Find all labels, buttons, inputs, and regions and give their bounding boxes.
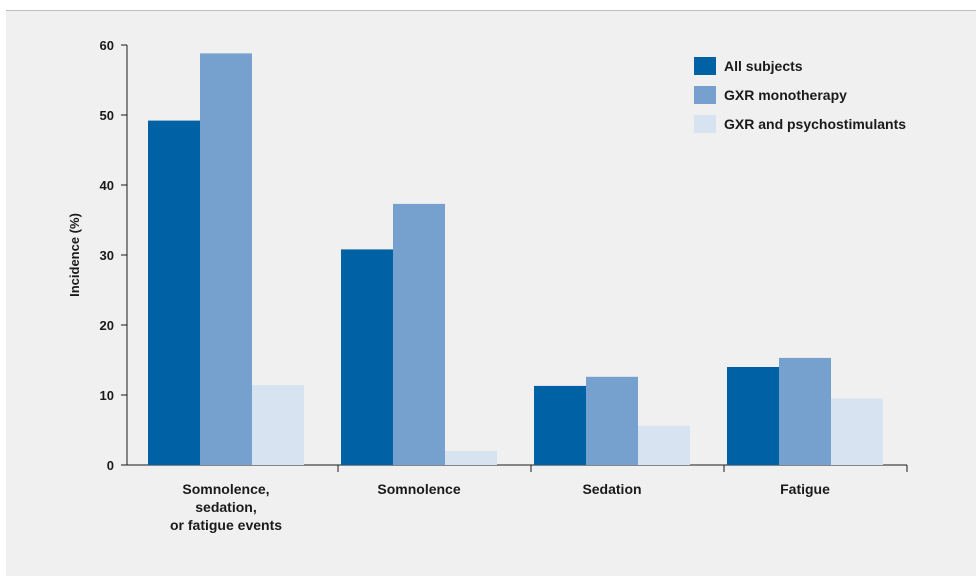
bar [534,385,586,465]
y-axis-title: Incidence (%) [67,213,82,297]
bar [445,451,497,465]
bar [341,249,393,465]
y-tick-label: 50 [100,108,114,123]
legend-label: All subjects [724,58,803,74]
y-tick-label: 0 [107,458,114,473]
legend-swatch [694,86,716,104]
y-tick-label: 20 [100,318,114,333]
category-label: Fatigue [780,481,830,497]
bar [200,53,252,466]
y-tick-label: 40 [100,178,114,193]
bar [727,367,779,465]
legend-swatch [694,115,716,133]
legend-swatch [694,57,716,75]
category-label: Somnolence, sedation, or fatigue events [170,481,282,533]
bar [586,376,638,465]
bar [252,385,304,465]
y-tick-label: 60 [100,38,114,53]
y-tick-label: 10 [100,388,114,403]
legend-label: GXR and psychostimulants [724,116,906,132]
y-tick-label: 30 [100,248,114,263]
legend-label: GXR monotherapy [724,87,847,103]
bar [779,357,831,465]
category-label: Somnolence [377,481,460,497]
category-label: Sedation [582,481,641,497]
bar [831,398,883,465]
bar [148,120,200,465]
bar [638,425,690,465]
bar [393,203,445,465]
